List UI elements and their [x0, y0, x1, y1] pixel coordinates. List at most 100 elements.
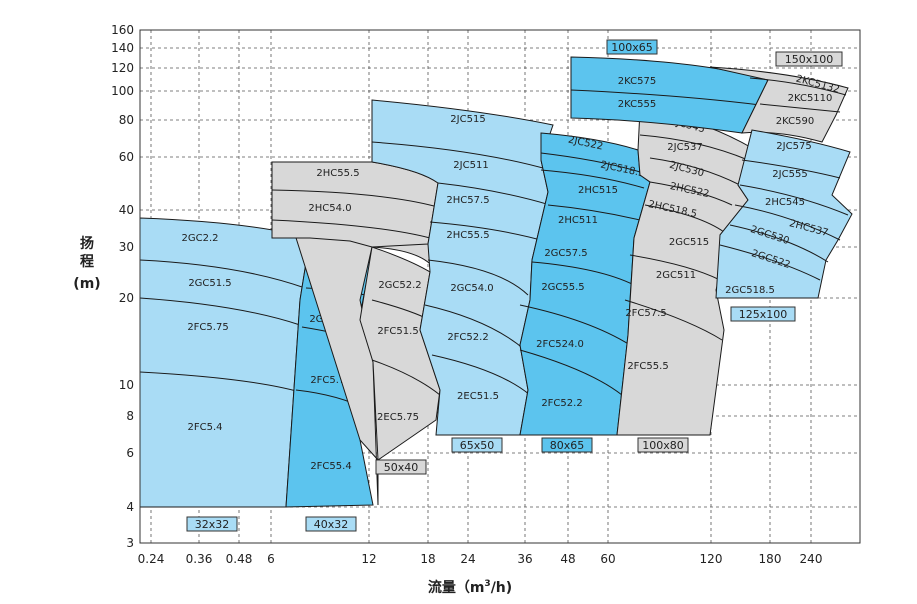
pump-curve — [139, 371, 301, 393]
x-tick-label: 12 — [361, 552, 376, 566]
x-tick-labels: 0.24 0.36 0.48 6 12 18 24 36 48 60 120 180 240 — [138, 552, 823, 566]
x-axis-title-end: /h) — [491, 580, 512, 596]
pump-curve — [570, 89, 761, 106]
pump-curve — [649, 181, 733, 206]
y-axis-title-2: 程 — [80, 254, 94, 270]
size-label: 150x100 — [785, 53, 834, 66]
model-label: 2KC575 — [618, 76, 656, 87]
y-tick-label: 8 — [126, 409, 134, 423]
pump-curve — [519, 349, 623, 396]
size-label: 80x65 — [550, 439, 585, 452]
size-label: 65x50 — [460, 439, 495, 452]
pump-curve — [371, 141, 551, 171]
y-tick-label: 80 — [119, 113, 134, 127]
x-tick-label: 36 — [517, 552, 532, 566]
y-tick-label: 10 — [119, 378, 134, 392]
size-box-40x32 — [305, 516, 357, 532]
model-label: 2FC5.4 — [188, 422, 223, 433]
model-label: 2GC52.2 — [378, 280, 421, 291]
x-tick-label: 180 — [759, 552, 782, 566]
y-tick-label: 100 — [111, 84, 134, 98]
pump-curve — [424, 304, 526, 351]
y-tick-label: 3 — [126, 536, 134, 550]
model-label: 2KC555 — [618, 99, 656, 110]
model-label: 2EC51.5 — [457, 391, 499, 402]
y-tick-label: 160 — [111, 23, 134, 37]
pump-curve — [629, 254, 721, 281]
pump-curve — [759, 103, 841, 113]
pump-curve — [639, 134, 749, 161]
pump-curve — [649, 157, 741, 186]
size-box-100x80 — [637, 437, 689, 453]
y-tick-labels: 160 140 120 100 80 60 40 30 20 10 8 6 4 3 — [111, 23, 134, 550]
pump-curve — [547, 204, 649, 223]
y-tick-label: 30 — [119, 240, 134, 254]
size-box-150x100 — [775, 51, 843, 67]
model-label: 2HC55.5 — [316, 168, 359, 179]
size-box-65x50 — [451, 437, 503, 453]
model-label: 2FC55.4 — [310, 461, 351, 472]
y-tick-label: 60 — [119, 150, 134, 164]
size-label: 100x65 — [611, 41, 653, 54]
model-label: 2EC5.75 — [377, 412, 419, 423]
size-box-32x32 — [186, 516, 238, 532]
model-label: 2FC5.75 — [187, 322, 228, 333]
model-label: 2FC52.2 — [541, 398, 582, 409]
size-box-80x65 — [541, 437, 593, 453]
pump-curve — [431, 354, 531, 396]
size-label: 40x32 — [314, 518, 349, 531]
model-label: 2FC51.5 — [377, 326, 418, 337]
y-axis-unit: (m) — [73, 276, 100, 292]
y-tick-label: 120 — [111, 61, 134, 75]
pump-curve — [540, 152, 641, 173]
size-box-100x65 — [606, 39, 658, 55]
pump-curve — [719, 244, 821, 281]
model-label: 2FC57.5 — [625, 308, 666, 319]
y-tick-label: 4 — [126, 500, 134, 514]
x-tick-label: 0.24 — [138, 552, 165, 566]
pump-curve — [271, 219, 431, 239]
x-tick-label: 6 — [267, 552, 275, 566]
pump-curve — [271, 189, 435, 207]
model-label: 2FC52.2 — [447, 332, 488, 343]
pump-curve — [741, 159, 841, 179]
plot-border — [139, 29, 861, 544]
x-tick-label: 18 — [420, 552, 435, 566]
model-label: 2KC590 — [776, 116, 814, 127]
model-label: 2GC518.5 — [725, 285, 775, 296]
y-tick-label: 40 — [119, 203, 134, 217]
model-label: 2HC55.5 — [446, 230, 489, 241]
pump-curve — [540, 169, 645, 189]
model-label: 2GC511 — [656, 270, 696, 281]
model-label: 2GC55.5 — [541, 282, 584, 293]
x-tick-label: 60 — [600, 552, 615, 566]
model-label: 2GC2.2 — [182, 233, 219, 244]
x-tick-label: 240 — [800, 552, 823, 566]
model-label: 2HC511 — [558, 215, 598, 226]
pump-curve — [739, 184, 849, 216]
pump-curve — [531, 261, 635, 286]
model-label: 2JC537 — [667, 142, 702, 153]
model-label: 2KC5110 — [788, 93, 833, 104]
pump-curve — [437, 182, 551, 206]
model-label: 2HC54.0 — [308, 203, 351, 214]
x-tick-label: 24 — [460, 552, 475, 566]
model-label: 2HC57.5 — [446, 195, 489, 206]
model-label: 2GC54.0 — [450, 283, 493, 294]
model-label: 2HC545 — [765, 197, 805, 208]
model-label: 2HC515 — [578, 185, 618, 196]
model-label: 2JC575 — [776, 141, 811, 152]
plot-frame — [139, 29, 861, 544]
size-box-125x100 — [730, 306, 796, 322]
x-tick-label: 0.36 — [186, 552, 213, 566]
model-label: 2JC515 — [450, 114, 485, 125]
size-box-50x40 — [375, 459, 427, 475]
size-label: 125x100 — [739, 308, 788, 321]
zone-50x40-bottom — [359, 246, 441, 461]
x-axis-title-sup: 3 — [484, 579, 490, 589]
model-label: 2FC55.5 — [627, 361, 668, 372]
pump-curve — [734, 204, 841, 241]
pump-curve — [749, 77, 847, 96]
pump-zones: 2GC2.22GC51.52FC5.752FC5.42GC52.22GC51.5… — [139, 56, 853, 508]
